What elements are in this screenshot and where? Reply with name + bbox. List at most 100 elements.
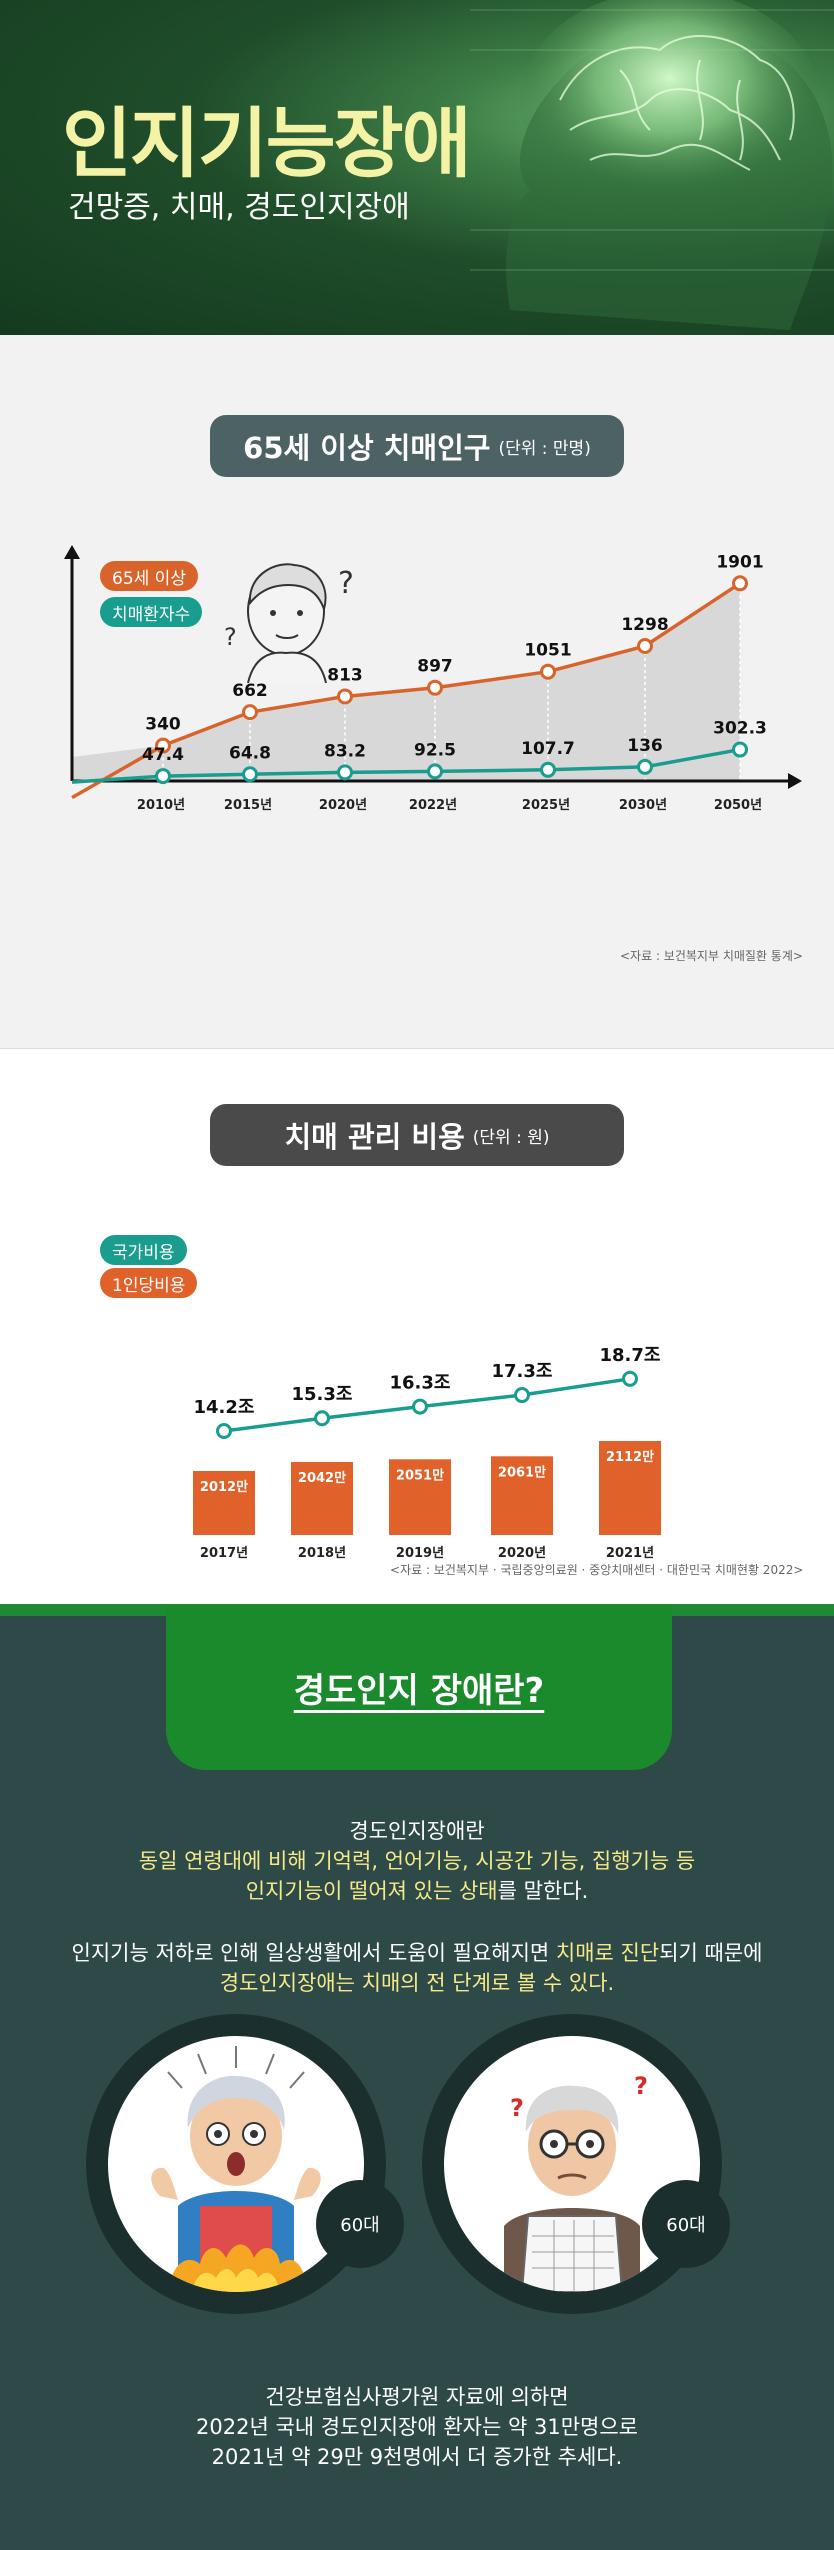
brain-head-illustration [470, 0, 834, 330]
national-cost-data-label: 14.2조 [194, 1397, 255, 1418]
elderly-woman-illustration: ? ? [224, 563, 354, 683]
section1-title: 65세 이상 치매인구 [243, 431, 491, 465]
bar [389, 1459, 451, 1535]
series1-data-label: 662 [232, 681, 268, 701]
mci-def-line3-rest: 를 말한다. [497, 1879, 589, 1903]
series2-data-label: 64.8 [229, 743, 271, 763]
x-tick-label: 2017년 [200, 1546, 248, 1561]
series1-data-label: 340 [145, 715, 181, 735]
hero-banner: 인지기능장애 건망증, 치매, 경도인지장애 [0, 0, 834, 335]
series2-data-label: 302.3 [713, 719, 767, 739]
bar-data-label: 2012만 [200, 1479, 248, 1495]
confused-man-illustration: ? ? [504, 2072, 648, 2292]
series1-point [242, 704, 258, 721]
x-tick-label: 2015년 [224, 798, 272, 813]
mci-definition: 경도인지장애란 동일 연령대에 비해 기억력, 언어기능, 시공간 기능, 집행… [0, 1816, 834, 1906]
section2-source: <자료 : 보건복지부 · 국립중앙의료원 · 중앙치매센터 · 대한민국 치매… [390, 1563, 804, 1577]
dementia-population-section: 65세 이상 치매인구 (단위 : 만명) 65세 이상 치매환자수 ? ? 3… [0, 335, 834, 1048]
mci-stat-line2: 2022년 국내 경도인지장애 환자는 약 31만명으로 [196, 2415, 638, 2439]
national-cost-data-label: 16.3조 [390, 1373, 451, 1394]
national-cost-data-label: 15.3조 [292, 1384, 353, 1405]
series1-data-label: 1298 [621, 615, 668, 635]
series2-point [732, 741, 748, 758]
national-cost-point [514, 1387, 530, 1404]
x-tick-label: 2010년 [137, 798, 185, 813]
age-badge-2: 60대 [642, 2180, 730, 2268]
bar-data-label: 2112만 [606, 1449, 654, 1465]
dementia-cost-section: 치매 관리 비용 (단위 : 원) 국가비용 1인당비용 2012만 2017년 2… [0, 1048, 834, 1604]
page-title: 인지기능장애 [62, 99, 472, 188]
illustration-circle-1: 60대 [86, 2014, 404, 2314]
mci-progression: 인지기능 저하로 인해 일상생활에서 도움이 필요해지면 치매로 진단되기 때문… [0, 1938, 834, 1998]
series1-line [71, 581, 741, 800]
x-tick-label: 2022년 [409, 798, 457, 813]
mci-prog-line2: 경도인지장애는 치매의 전 단계로 볼 수 있다. [219, 1971, 615, 1995]
mci-section: 경도인지 장애란? 경도인지장애란 동일 연령대에 비해 기억력, 언어기능, … [0, 1604, 834, 2550]
section2-title-pill: 치매 관리 비용 (단위 : 원) [210, 1104, 624, 1166]
series1-point [540, 663, 556, 680]
mci-prog-line1c: 되기 때문에 [659, 1941, 763, 1965]
national-cost-point [622, 1370, 638, 1387]
section1-title-pill: 65세 이상 치매인구 (단위 : 만명) [210, 415, 624, 477]
x-tick-label: 2021년 [606, 1546, 654, 1561]
section2-title: 치매 관리 비용 [284, 1120, 465, 1154]
series1-data-label: 897 [417, 657, 453, 677]
y-axis-arrow [64, 545, 80, 559]
series1-data-label: 813 [327, 665, 363, 685]
series2-point [540, 761, 556, 778]
svg-text:?: ? [510, 2094, 524, 2122]
x-tick-label: 2018년 [298, 1546, 346, 1561]
mci-stat-line3: 2021년 약 29만 9천명에서 더 증가한 추세다. [211, 2445, 623, 2469]
page-subtitle: 건망증, 치매, 경도인지장애 [68, 190, 410, 225]
x-tick-label: 2025년 [522, 798, 570, 813]
dementia-cost-chart: 2012만 2017년 2042만 2018년 2051만 2019년 2061만 2020년… [193, 1345, 661, 1561]
bar [193, 1471, 255, 1535]
x-tick-label: 2020년 [319, 798, 367, 813]
series2-data-label: 136 [627, 736, 663, 756]
national-cost-data-label: 18.7조 [600, 1345, 661, 1366]
x-tick-label: 2030년 [619, 798, 667, 813]
series2-point [427, 763, 443, 780]
x-tick-label: 2020년 [498, 1546, 546, 1561]
area-shade [72, 583, 740, 781]
mci-def-line2: 동일 연령대에 비해 기억력, 언어기능, 시공간 기능, 집행기능 등 [138, 1849, 696, 1873]
series2-data-label: 92.5 [414, 740, 456, 760]
series2-line [71, 747, 741, 784]
bar [599, 1441, 661, 1535]
x-tick-label: 2050년 [714, 798, 762, 813]
series2-point [155, 768, 171, 785]
mci-banner-title: 경도인지 장애란? [293, 1670, 545, 1711]
national-cost-point [216, 1423, 232, 1439]
legend-national-cost: 국가비용 [100, 1235, 187, 1265]
age-badge-1: 60대 [316, 2180, 404, 2268]
svg-text:?: ? [224, 623, 237, 651]
legend-series1: 65세 이상 [100, 561, 198, 591]
legend-per-person-cost: 1인당비용 [100, 1268, 198, 1298]
series2-point [637, 758, 653, 775]
mci-def-line3-highlight: 인지기능이 떨어져 있는 상태 [245, 1879, 498, 1903]
section1-source: <자료 : 보건복지부 치매질환 통계> [620, 949, 803, 963]
x-tick-label: 2019년 [396, 1546, 444, 1561]
legend-series2: 치매환자수 [100, 597, 203, 627]
mci-prog-line1a: 인지기능 저하로 인해 일상생활에서 도움이 필요해지면 [71, 1941, 556, 1965]
series1-point [427, 679, 443, 696]
bar-data-label: 2042만 [298, 1470, 346, 1486]
series1-point [337, 688, 353, 705]
national-cost-data-label: 17.3조 [492, 1361, 553, 1382]
illustration-circle-2: ? ? 60대 [422, 2014, 730, 2314]
dementia-population-chart: 340 662 813 897 1051 1298 1901 47.4 64.8 83.2 92.5… [64, 545, 802, 813]
series1-point [637, 638, 653, 655]
series1-point [732, 575, 748, 592]
svg-text:?: ? [634, 2072, 648, 2100]
x-axis-arrow [788, 773, 802, 789]
bar [291, 1462, 353, 1535]
national-cost-point [314, 1410, 330, 1427]
mci-stat-line1: 건강보험심사평가원 자료에 의하면 [265, 2385, 569, 2409]
mci-statistics: 건강보험심사평가원 자료에 의하면 2022년 국내 경도인지장애 환자는 약 … [0, 2382, 834, 2472]
series1-point [155, 737, 171, 754]
national-cost-point [412, 1398, 428, 1415]
bar [491, 1456, 553, 1535]
series1-data-label: 1051 [524, 641, 571, 661]
series2-data-label: 83.2 [324, 741, 366, 761]
mci-prog-line1b: 치매로 진단 [555, 1941, 660, 1965]
